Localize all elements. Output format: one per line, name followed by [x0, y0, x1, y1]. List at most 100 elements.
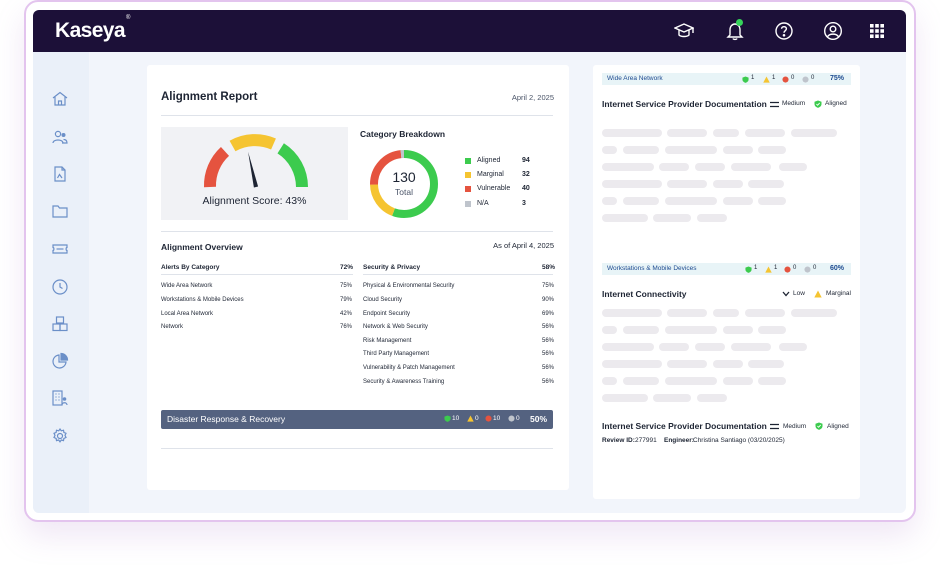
isp-doc-title: Internet Service Provider Documentation — [602, 99, 767, 109]
na-icon — [802, 76, 809, 83]
ticket-icon[interactable] — [51, 240, 71, 260]
skeleton-bar — [623, 197, 659, 205]
skeleton-bar — [667, 309, 707, 317]
donut-total: 130 — [392, 169, 416, 185]
isp-doc-status: Aligned — [825, 100, 847, 107]
alignment-score-label: Alignment Score: 43% — [202, 195, 307, 207]
shield-check-icon — [742, 76, 749, 83]
skeleton-bar — [731, 343, 771, 351]
divider — [161, 231, 553, 232]
graduation-cap-icon[interactable] — [673, 21, 695, 41]
skeleton-bar — [602, 163, 654, 171]
disaster-marginal-count: 0 — [475, 415, 479, 422]
skeleton-bar — [623, 377, 659, 385]
shield-check-icon — [444, 415, 451, 422]
wan-pct: 75% — [829, 75, 844, 82]
disaster-vulnerable-count: 10 — [493, 415, 501, 422]
security-row-pct: 75% — [542, 283, 555, 289]
donut-segment-na[interactable] — [370, 150, 438, 218]
folder-icon[interactable] — [51, 202, 71, 222]
skeleton-bar — [748, 360, 784, 368]
skeleton-bar — [667, 129, 707, 137]
gauge-panel: Alignment Score: 43% — [161, 127, 348, 220]
gauge-yellow-arc — [229, 134, 276, 152]
wmd-summary-band[interactable]: Workstations & Mobile Devices 1 1 0 0 60… — [602, 263, 851, 275]
legend-value-vulnerable: 40 — [522, 185, 530, 192]
alert-row-name: Workstations & Mobile Devices — [161, 297, 244, 303]
boxes-icon[interactable] — [51, 315, 71, 335]
warning-icon — [765, 266, 772, 273]
wan-marginal-count: 1 — [772, 75, 776, 81]
app-window: Kaseya® — [33, 10, 906, 513]
skeleton-bar — [758, 377, 786, 385]
internet-connectivity-title: Internet Connectivity — [602, 289, 687, 299]
skeleton-bar — [602, 360, 662, 368]
security-row-name: Vulnerability & Patch Management — [363, 365, 455, 371]
skeleton-bar — [602, 129, 662, 137]
security-row-name: Physical & Environmental Security — [363, 283, 455, 289]
alerts-by-category-header: Alerts By Category — [161, 264, 220, 271]
wmd-vulnerable-count: 0 — [793, 265, 797, 271]
clock-icon[interactable] — [51, 278, 71, 298]
donut-segment-vulnerable[interactable] — [370, 150, 438, 218]
shield-check-icon — [745, 266, 752, 273]
bell-icon[interactable] — [725, 19, 745, 41]
skeleton-bar — [745, 129, 785, 137]
security-privacy-header: Security & Privacy — [363, 264, 421, 271]
connectivity-status: Marginal — [826, 290, 851, 297]
skeleton-bar — [695, 163, 725, 171]
top-bar: Kaseya® — [33, 10, 906, 52]
skeleton-bar — [665, 377, 717, 385]
na-icon — [804, 266, 811, 273]
security-row-pct: 56% — [542, 338, 555, 344]
brand-logo[interactable]: Kaseya® — [55, 15, 130, 43]
skeleton-bar — [713, 309, 739, 317]
warning-icon — [763, 76, 770, 83]
medium-severity-icon — [770, 423, 779, 430]
skeleton-bar — [659, 163, 689, 171]
alert-row-pct: 42% — [340, 311, 353, 317]
shield-check-icon — [815, 422, 823, 430]
warning-icon — [467, 415, 474, 422]
wmd-aligned-count: 1 — [754, 265, 758, 271]
sidebar — [33, 52, 89, 513]
gauge-red-arc — [203, 146, 230, 188]
users-icon[interactable] — [51, 128, 71, 148]
help-icon[interactable] — [774, 21, 794, 41]
alerts-by-category-pct: 72% — [340, 264, 354, 271]
security-row-name: Cloud Security — [363, 297, 403, 303]
home-icon[interactable] — [51, 90, 71, 110]
divider — [161, 448, 553, 449]
organization-icon[interactable] — [51, 389, 71, 409]
skeleton-bar — [723, 377, 753, 385]
security-row-pct: 56% — [542, 365, 555, 371]
gauge-needle — [248, 151, 259, 188]
legend-value-marginal: 32 — [522, 171, 530, 178]
skeleton-bar — [602, 146, 617, 154]
skeleton-bar — [723, 146, 753, 154]
alert-row-name: Wide Area Network — [161, 283, 213, 289]
skeleton-bar — [602, 197, 617, 205]
report-title: Alignment Report — [161, 91, 258, 103]
user-profile-icon[interactable] — [823, 21, 843, 41]
skeleton-bar — [602, 394, 648, 402]
settings-icon[interactable] — [51, 427, 71, 447]
skeleton-bar — [602, 377, 617, 385]
document-icon[interactable] — [51, 165, 71, 185]
skeleton-bar — [623, 146, 659, 154]
review-id-label: Review ID: — [602, 437, 635, 444]
skeleton-bar — [779, 163, 807, 171]
security-privacy-pct: 58% — [542, 264, 556, 271]
skeleton-bar — [758, 146, 786, 154]
engineer-value: Christina Santiago (03/20/2025) — [693, 437, 785, 444]
isp-doc-2-severity: Medium — [783, 423, 807, 430]
alignment-gauge — [203, 134, 308, 188]
apps-grid-icon[interactable] — [867, 21, 887, 41]
disaster-recovery-banner[interactable]: Disaster Response & Recovery 10 0 10 0 5… — [161, 410, 553, 429]
pie-chart-icon[interactable] — [51, 352, 71, 372]
wmd-title: Workstations & Mobile Devices — [607, 265, 697, 272]
skeleton-bar — [697, 214, 727, 222]
skeleton-bar — [695, 343, 725, 351]
brand-name: Kaseya — [55, 19, 126, 42]
wan-summary-band[interactable]: Wide Area Network 1 1 0 0 75% — [602, 73, 851, 85]
